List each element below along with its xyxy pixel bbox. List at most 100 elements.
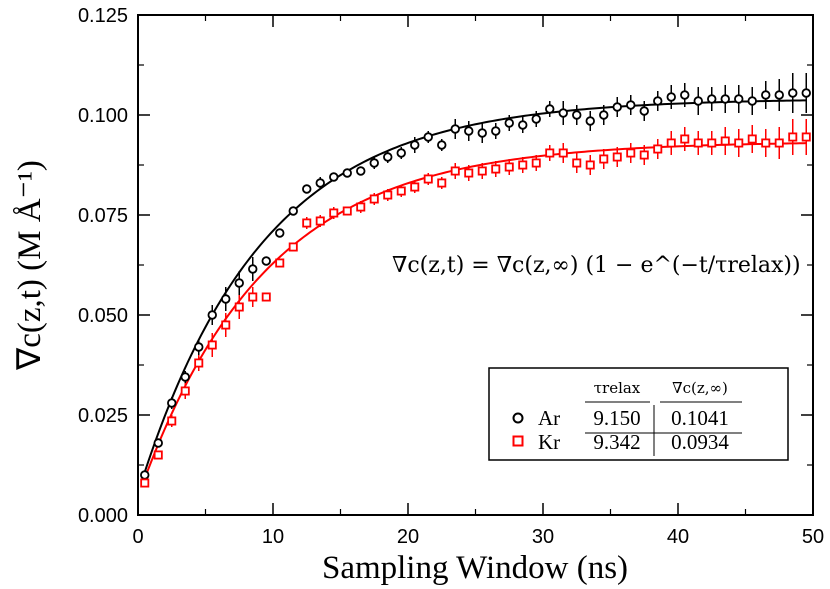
data-point-kr (558, 143, 568, 163)
data-point-kr (788, 119, 798, 155)
marker-square (585, 160, 595, 170)
marker-circle (423, 132, 433, 142)
marker-square (491, 164, 501, 174)
marker-square (464, 168, 474, 178)
x-axis: 0 10 20 30 40 50 (132, 15, 824, 548)
data-point-ar (437, 139, 447, 151)
data-point-kr (207, 333, 217, 357)
marker-circle (504, 118, 514, 128)
y-axis: 0.000 0.025 0.050 0.075 0.100 0.125 (78, 5, 813, 527)
marker-circle (491, 126, 501, 136)
data-point-kr (491, 161, 501, 177)
data-point-ar (680, 83, 690, 107)
data-point-kr (383, 189, 393, 201)
y-tick-label: 0.125 (78, 5, 128, 27)
x-tick-label: 0 (132, 526, 143, 548)
marker-circle (153, 438, 163, 448)
data-point-ar (396, 147, 406, 159)
data-point-ar (491, 123, 501, 139)
marker-circle (653, 96, 663, 106)
data-point-kr (626, 143, 636, 163)
y-tick-label: 0.075 (78, 205, 128, 227)
data-point-ar (693, 87, 703, 115)
marker-square (275, 258, 285, 268)
x-tick-label: 10 (262, 526, 284, 548)
marker-square (153, 450, 163, 460)
marker-circle (464, 126, 474, 136)
marker-square (180, 386, 190, 396)
marker-circle (572, 110, 582, 120)
data-point-ar (734, 85, 744, 113)
y-tick-label: 0.100 (78, 105, 128, 127)
marker-circle (329, 172, 339, 182)
marker-circle (315, 178, 325, 188)
data-point-kr (774, 127, 784, 159)
data-point-kr (639, 145, 649, 165)
marker-square (693, 138, 703, 148)
data-point-ar (531, 111, 541, 127)
data-point-ar (167, 397, 177, 409)
data-point-ar (153, 438, 163, 448)
data-point-ar (545, 101, 555, 117)
data-point-ar (369, 157, 379, 169)
marker-circle (612, 102, 622, 112)
data-point-kr (167, 415, 177, 427)
marker-square (140, 478, 150, 488)
data-point-ar (315, 177, 325, 189)
data-point-kr (612, 147, 622, 167)
data-point-ar (302, 184, 312, 194)
data-point-ar (599, 105, 609, 125)
data-point-kr (302, 217, 312, 229)
marker-circle (167, 398, 177, 408)
data-point-ar (518, 117, 528, 133)
data-point-ar (464, 121, 474, 141)
marker-square (167, 416, 177, 426)
marker-square (626, 148, 636, 158)
marker-circle (626, 100, 636, 110)
marker-circle (774, 90, 784, 100)
data-point-ar (383, 151, 393, 163)
data-point-kr (720, 127, 730, 155)
legend-grad-kr: 0.0934 (671, 430, 729, 454)
marker-circle (396, 148, 406, 158)
data-point-ar (221, 287, 231, 311)
x-tick-label: 20 (397, 526, 419, 548)
y-axis-title: ∇c(z,t) (M Å⁻¹) (11, 160, 48, 371)
legend-grad-ar: 0.1041 (671, 406, 729, 430)
data-point-ar (288, 206, 298, 216)
marker-circle (180, 372, 190, 382)
data-point-ar (356, 166, 366, 176)
data-point-ar (801, 73, 811, 113)
data-point-kr (356, 201, 366, 213)
marker-circle (477, 128, 487, 138)
marker-circle (383, 152, 393, 162)
data-point-ar (207, 305, 217, 325)
data-point-ar (720, 85, 730, 113)
marker-circle (194, 342, 204, 352)
data-point-ar (585, 111, 595, 131)
marker-square (423, 174, 433, 184)
data-point-kr (153, 450, 163, 460)
marker-circle (356, 166, 366, 176)
marker-circle (734, 94, 744, 104)
data-point-kr (477, 163, 487, 179)
y-tick-label: 0.025 (78, 405, 128, 427)
marker-square (234, 302, 244, 312)
marker-square (572, 158, 582, 168)
legend: τrelax ∇c(z,∞) Ar 9.150 0.1041 Kr 9.342 … (488, 367, 789, 461)
data-point-kr (396, 185, 406, 197)
marker-square (788, 132, 798, 142)
marker-circle (221, 294, 231, 304)
data-point-ar (477, 123, 487, 143)
marker-square (707, 138, 717, 148)
marker-circle (680, 90, 690, 100)
data-point-kr (315, 215, 325, 227)
data-point-kr (248, 287, 258, 307)
data-point-ar (666, 85, 676, 109)
legend-header-grad: ∇c(z,∞) (672, 379, 728, 397)
marker-circle (693, 96, 703, 106)
marker-circle (275, 228, 285, 238)
marker-square (342, 206, 352, 216)
marker-square (315, 216, 325, 226)
data-point-kr (234, 295, 244, 319)
